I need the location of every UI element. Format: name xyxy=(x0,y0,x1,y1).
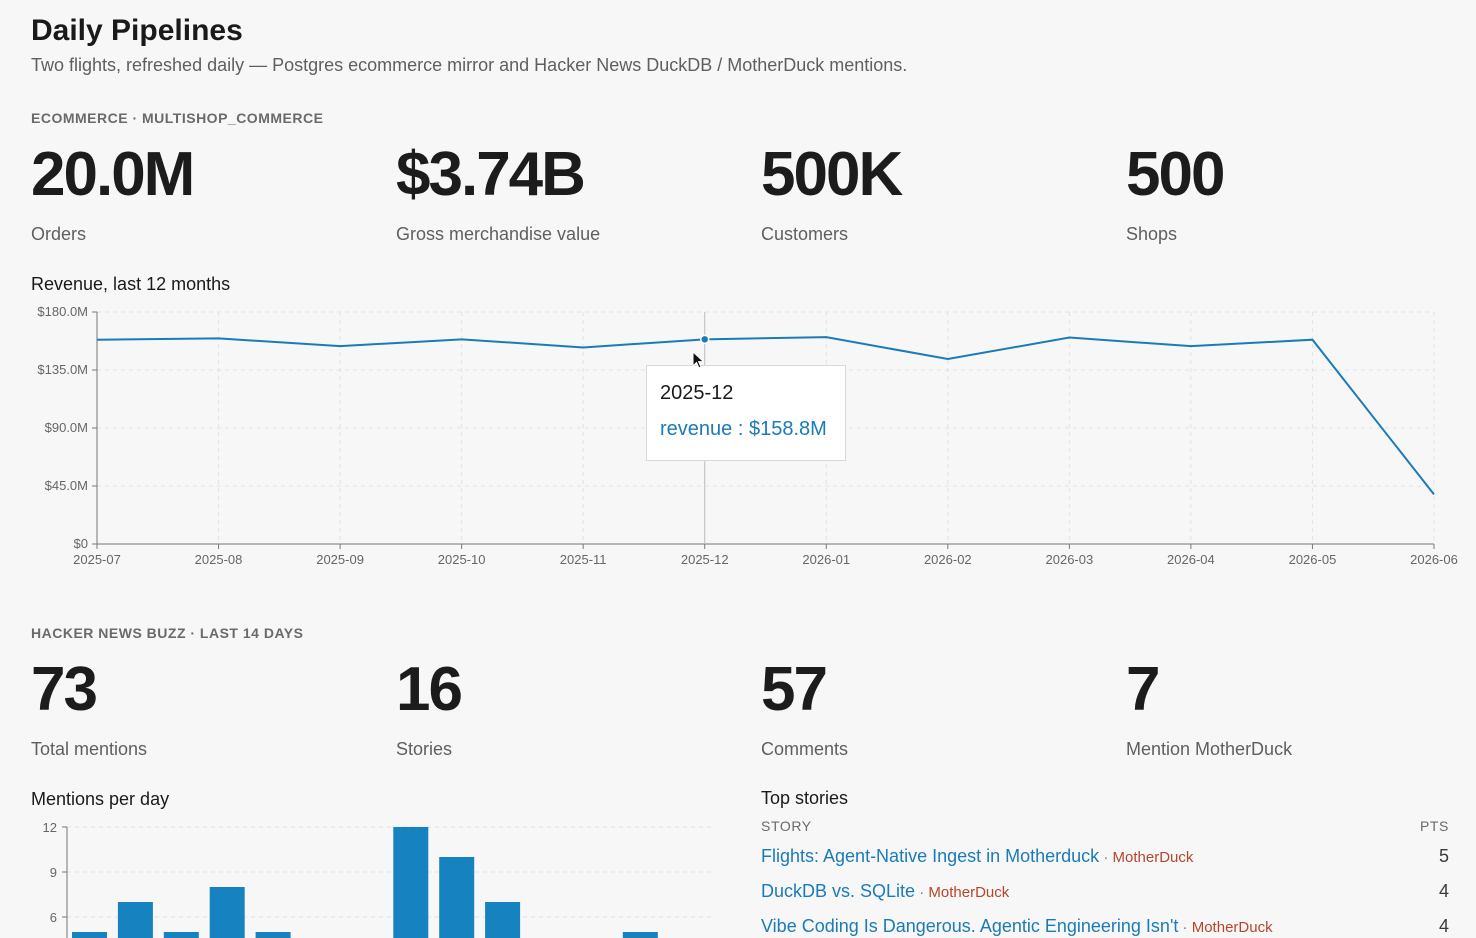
mentions-bar xyxy=(255,932,291,938)
hn-section-label: HACKER NEWS BUZZ · LAST 14 DAYS xyxy=(31,625,304,641)
kpi-value: 57 xyxy=(761,655,828,724)
x-tick-label: 2026-06 xyxy=(1410,552,1458,567)
tooltip-label: 2025-12 xyxy=(660,382,734,404)
story-row: Vibe Coding Is Dangerous. Agentic Engine… xyxy=(761,916,1451,938)
y-tick-label: $45.0M xyxy=(45,478,88,493)
mentions-bar-chart[interactable]: 6 9 12 xyxy=(0,815,720,938)
y-tick-label: $90.0M xyxy=(45,420,88,435)
story-points: 5 xyxy=(1438,846,1449,866)
story-link[interactable]: Vibe Coding Is Dangerous. Agentic Engine… xyxy=(761,916,1179,936)
kpi-label: Stories xyxy=(396,739,453,759)
kpi-value: 16 xyxy=(396,655,463,724)
y-tick-label: 9 xyxy=(50,865,57,880)
story-link[interactable]: Flights: Agent-Native Ingest in Motherdu… xyxy=(761,846,1100,866)
mentions-bar xyxy=(72,932,107,938)
mentions-bar xyxy=(393,827,429,938)
ecommerce-kpi-row: 20.0M Orders $3.74B Gross merchandise va… xyxy=(31,144,1451,254)
story-column-header: STORY xyxy=(761,818,812,834)
ecommerce-section-label: ECOMMERCE · MULTISHOP_COMMERCE xyxy=(31,110,324,126)
kpi-value: 500K xyxy=(761,140,903,209)
story-points: 4 xyxy=(1438,881,1449,901)
mouse-cursor-icon xyxy=(692,351,705,369)
tooltip-value: revenue : $158.8M xyxy=(660,418,827,440)
x-tick-label: 2025-10 xyxy=(438,552,486,567)
mentions-bar xyxy=(485,902,521,938)
mentions-bar xyxy=(117,902,153,938)
y-tick-label: $180.0M xyxy=(37,304,88,319)
kpi-value: 7 xyxy=(1126,655,1160,724)
x-tick-label: 2026-02 xyxy=(924,552,972,567)
story-tag: MotherDuck xyxy=(1112,849,1194,866)
story-points: 4 xyxy=(1438,916,1449,936)
y-tick-label: $0 xyxy=(74,536,88,551)
page-subtitle: Two flights, refreshed daily — Postgres … xyxy=(31,55,908,75)
kpi-value: $3.74B xyxy=(396,140,586,209)
story-tag: MotherDuck xyxy=(1191,919,1273,936)
story-row: Flights: Agent-Native Ingest in Motherdu… xyxy=(761,846,1451,881)
x-tick-label: 2025-11 xyxy=(560,552,607,567)
story-link[interactable]: DuckDB vs. SQLite xyxy=(761,881,916,901)
story-row: DuckDB vs. SQLite · MotherDuck 4 xyxy=(761,881,1451,916)
kpi-value: 500 xyxy=(1126,140,1225,209)
story-separator: · xyxy=(915,884,929,901)
kpi-label: Customers xyxy=(761,224,849,244)
kpi-comments: 57 Comments xyxy=(761,659,848,760)
revenue-chart-title: Revenue, last 12 months xyxy=(31,274,231,294)
mentions-bar xyxy=(209,887,245,938)
mentions-bar xyxy=(439,857,475,938)
kpi-mention-motherduck: 7 Mention MotherDuck xyxy=(1126,659,1292,760)
x-tick-label: 2026-01 xyxy=(802,552,850,567)
kpi-label: Total mentions xyxy=(31,739,148,759)
mentions-chart-title: Mentions per day xyxy=(31,789,170,809)
kpi-total-mentions: 73 Total mentions xyxy=(31,659,147,760)
y-tick-label: 12 xyxy=(43,820,57,835)
x-tick-label: 2025-09 xyxy=(316,552,364,567)
story-separator: · xyxy=(1099,849,1113,866)
revenue-series-line xyxy=(96,336,1435,495)
revenue-data-point xyxy=(699,334,710,345)
kpi-label: Gross merchandise value xyxy=(396,224,601,244)
x-tick-label: 2025-08 xyxy=(195,552,243,567)
hn-kpi-row: 73 Total mentions 16 Stories 57 Comments… xyxy=(31,659,1451,769)
story-tag: MotherDuck xyxy=(928,884,1010,901)
x-tick-label: 2025-07 xyxy=(73,552,121,567)
revenue-line-chart[interactable]: $0 $45.0M $90.0M $135.0M $180.0M 2025-07 2025-… xyxy=(0,290,1476,590)
top-stories-title: Top stories xyxy=(761,788,849,808)
kpi-customers: 500K Customers xyxy=(761,140,903,245)
kpi-shops: 500 Shops xyxy=(1126,140,1225,245)
kpi-value: 73 xyxy=(31,655,98,724)
top-stories-panel: Top stories STORY PTS Flights: Agent-Nat… xyxy=(761,788,1451,938)
mentions-bar xyxy=(622,932,658,938)
kpi-gmv: $3.74B Gross merchandise value xyxy=(396,144,600,245)
kpi-orders: 20.0M Orders xyxy=(31,140,195,245)
x-tick-label: 2026-03 xyxy=(1046,552,1094,567)
x-tick-label: 2026-04 xyxy=(1167,552,1215,567)
y-tick-label: 6 xyxy=(50,910,57,925)
story-separator: · xyxy=(1178,919,1192,936)
page-title: Daily Pipelines xyxy=(31,14,243,47)
kpi-label: Comments xyxy=(761,739,849,759)
kpi-label: Shops xyxy=(1126,224,1178,244)
kpi-value: 20.0M xyxy=(31,140,195,209)
kpi-label: Mention MotherDuck xyxy=(1126,739,1293,759)
stories-table-header: STORY PTS xyxy=(761,818,1451,838)
kpi-stories: 16 Stories xyxy=(396,655,463,760)
kpi-label: Orders xyxy=(31,224,87,244)
x-tick-label: 2026-05 xyxy=(1289,552,1337,567)
y-tick-label: $135.0M xyxy=(37,362,88,377)
chart-tooltip: 2025-12 revenue : $158.8M xyxy=(646,365,846,461)
pts-column-header: PTS xyxy=(1419,818,1449,834)
mentions-bar xyxy=(163,932,199,938)
x-tick-label: 2025-12 xyxy=(681,552,729,567)
